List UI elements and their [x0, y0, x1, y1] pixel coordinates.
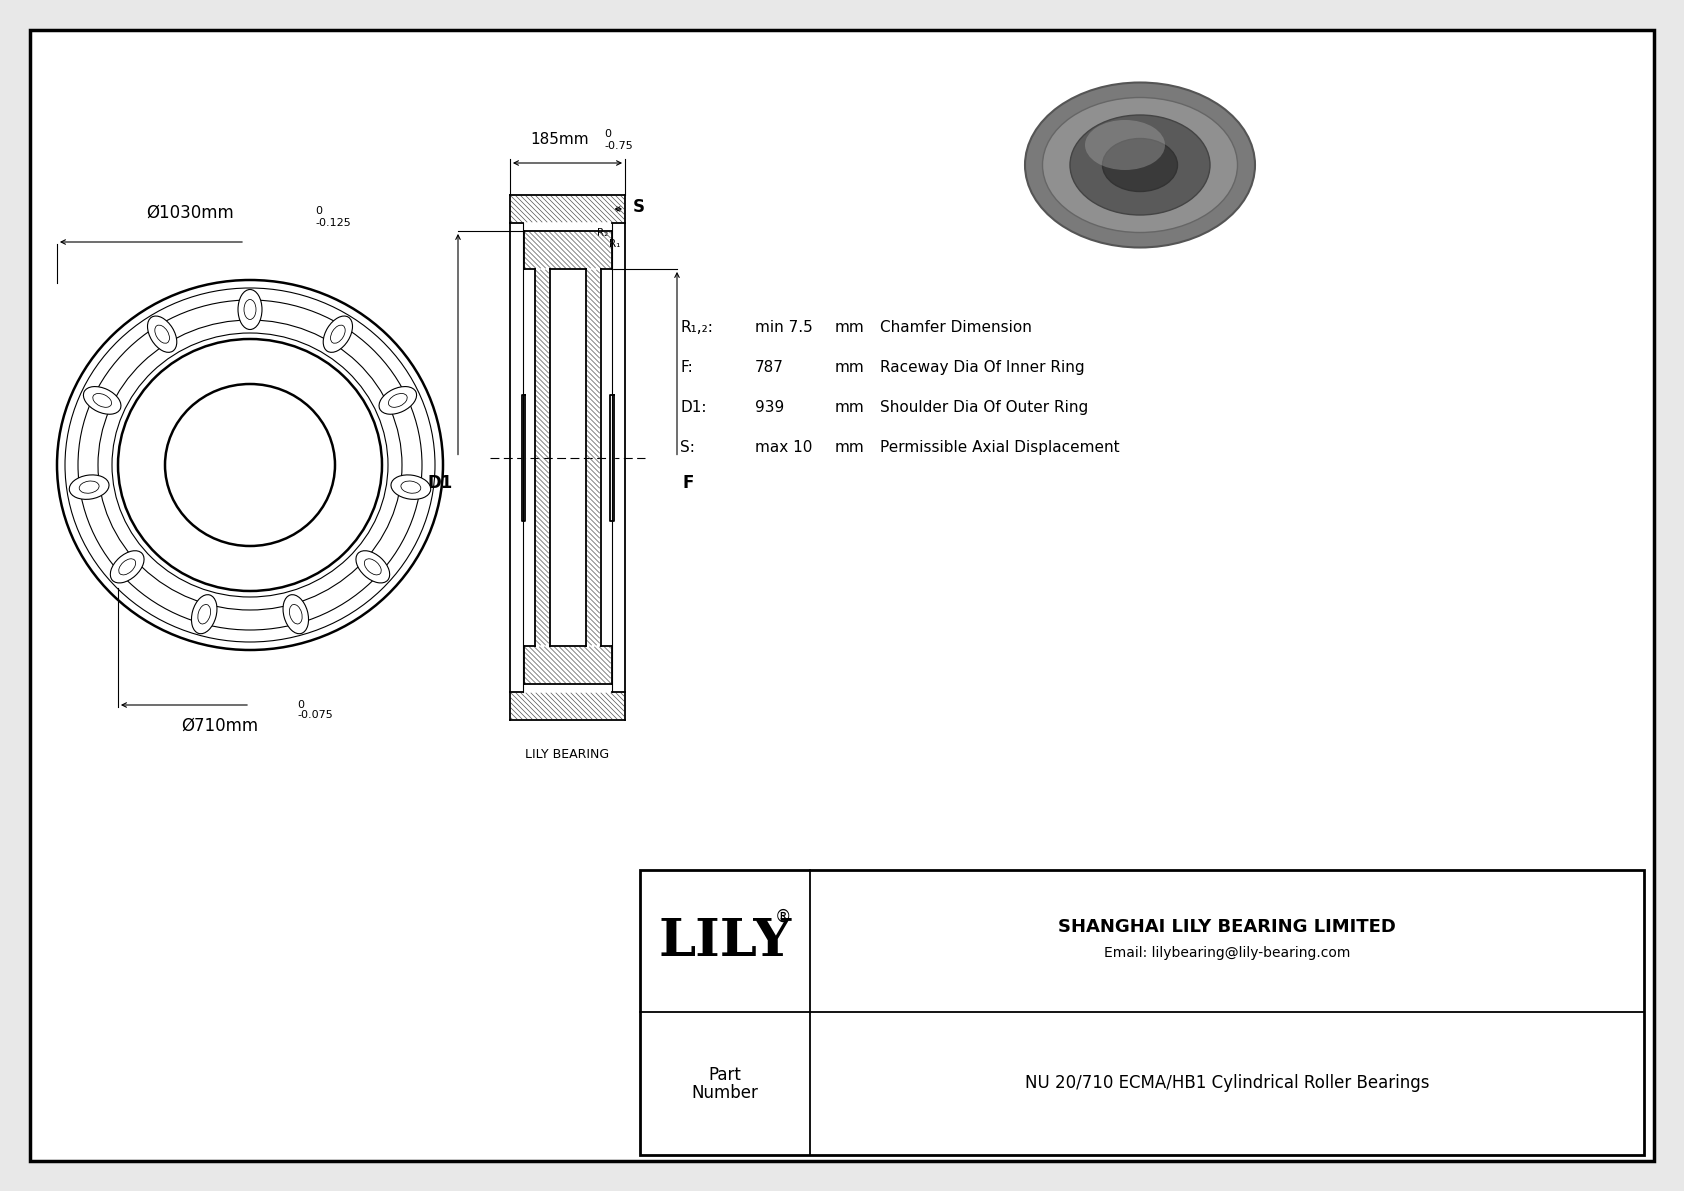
Text: LILY BEARING: LILY BEARING [525, 748, 610, 761]
Ellipse shape [323, 316, 352, 353]
Text: mm: mm [835, 439, 866, 455]
Text: D1: D1 [428, 474, 453, 492]
Ellipse shape [283, 594, 308, 634]
Text: 939: 939 [754, 400, 785, 414]
Text: Part: Part [709, 1066, 741, 1085]
Text: D1:: D1: [680, 400, 707, 414]
Ellipse shape [1026, 82, 1255, 248]
Polygon shape [524, 231, 611, 269]
Polygon shape [522, 394, 525, 520]
Bar [640, 869, 1644, 1155]
Text: R₂: R₂ [598, 227, 608, 238]
Text: F: F [682, 474, 694, 492]
Text: S:: S: [680, 439, 695, 455]
Ellipse shape [379, 387, 416, 414]
Text: Raceway Dia Of Inner Ring: Raceway Dia Of Inner Ring [881, 360, 1084, 375]
Text: 0: 0 [315, 206, 322, 216]
Text: 787: 787 [754, 360, 783, 375]
Polygon shape [510, 195, 625, 223]
Text: min 7.5: min 7.5 [754, 320, 813, 335]
Text: 0: 0 [605, 129, 611, 139]
Text: max 10: max 10 [754, 439, 812, 455]
Text: 0: 0 [296, 700, 305, 710]
Text: Ø1030mm: Ø1030mm [147, 204, 234, 222]
Polygon shape [610, 394, 613, 520]
Polygon shape [510, 692, 625, 721]
Ellipse shape [1042, 98, 1238, 232]
Text: -0.75: -0.75 [605, 141, 633, 151]
Text: Shoulder Dia Of Outer Ring: Shoulder Dia Of Outer Ring [881, 400, 1088, 414]
Text: mm: mm [835, 320, 866, 335]
Ellipse shape [148, 316, 177, 353]
Text: 185mm: 185mm [530, 132, 589, 146]
Polygon shape [524, 646, 611, 684]
Ellipse shape [391, 475, 431, 499]
Text: mm: mm [835, 400, 866, 414]
Text: -0.125: -0.125 [315, 218, 350, 227]
Text: Permissible Axial Displacement: Permissible Axial Displacement [881, 439, 1120, 455]
Text: S: S [633, 198, 645, 216]
Text: F:: F: [680, 360, 692, 375]
Ellipse shape [111, 550, 145, 582]
Ellipse shape [237, 289, 263, 330]
Text: R₁,₂:: R₁,₂: [680, 320, 712, 335]
Ellipse shape [355, 550, 389, 582]
Text: mm: mm [835, 360, 866, 375]
Text: NU 20/710 ECMA/HB1 Cylindrical Roller Bearings: NU 20/710 ECMA/HB1 Cylindrical Roller Be… [1026, 1074, 1430, 1092]
Text: LILY: LILY [658, 916, 791, 967]
Ellipse shape [1084, 120, 1165, 170]
Text: Number: Number [692, 1085, 758, 1103]
Text: -0.075: -0.075 [296, 710, 333, 721]
Ellipse shape [1069, 116, 1211, 216]
Ellipse shape [192, 594, 217, 634]
Text: SHANGHAI LILY BEARING LIMITED: SHANGHAI LILY BEARING LIMITED [1058, 918, 1396, 936]
Text: Ø710mm: Ø710mm [182, 717, 259, 735]
Ellipse shape [84, 387, 121, 414]
Text: ®: ® [775, 908, 791, 925]
Text: R₁: R₁ [610, 239, 621, 249]
Ellipse shape [1103, 138, 1177, 192]
Text: Email: lilybearing@lily-bearing.com: Email: lilybearing@lily-bearing.com [1103, 946, 1351, 960]
Ellipse shape [69, 475, 109, 499]
Text: Chamfer Dimension: Chamfer Dimension [881, 320, 1032, 335]
